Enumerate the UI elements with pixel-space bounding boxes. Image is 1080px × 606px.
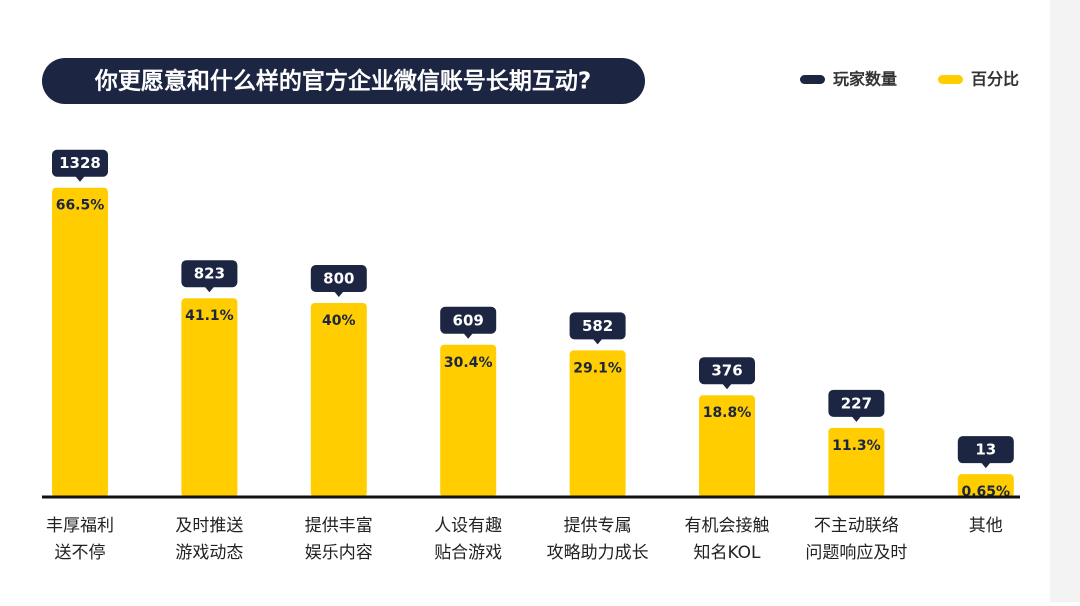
count-label: 609 (453, 311, 484, 329)
x-tick-label: 不主动联络 (814, 516, 899, 536)
count-callout (569, 312, 626, 340)
count-callout (957, 436, 1014, 464)
value-label: 18.8% (703, 405, 752, 421)
callout-pointer (204, 286, 215, 293)
legend-swatch (800, 75, 825, 84)
callout-pointer (463, 332, 474, 339)
count-callout (440, 306, 497, 334)
value-label: 40% (322, 313, 356, 329)
value-label: 30.4% (444, 355, 493, 371)
callout-pointer (851, 415, 862, 422)
bar (181, 298, 238, 497)
value-label: 11.3% (832, 438, 881, 454)
count-label: 376 (711, 362, 742, 380)
value-label: 29.1% (573, 360, 622, 376)
bar (440, 344, 497, 497)
legend-label: 玩家数量 (833, 70, 897, 89)
count-label: 227 (841, 394, 872, 412)
x-tick-label: 攻略助力成长 (547, 543, 649, 563)
x-tick-label: 及时推送 (175, 516, 243, 536)
bar (957, 474, 1014, 497)
x-tick-label: 游戏动态 (175, 543, 243, 563)
bar (310, 303, 367, 497)
x-tick-label: 娱乐内容 (305, 543, 373, 563)
x-tick-label: 丰厚福利 (46, 516, 114, 536)
callout-pointer (722, 383, 732, 390)
count-callout (828, 389, 885, 417)
bar (828, 427, 885, 497)
value-label: 41.1% (185, 308, 234, 324)
count-label: 13 (975, 441, 996, 459)
count-callout (52, 149, 108, 177)
count-callout (181, 260, 238, 288)
bar (569, 350, 626, 497)
x-tick-label: 知名KOL (693, 543, 761, 563)
chart-title: 你更愿意和什么样的官方企业微信账号长期互动? (94, 68, 591, 95)
x-tick-label: 贴合游戏 (434, 543, 502, 563)
count-label: 823 (194, 265, 225, 283)
side-strip (1050, 0, 1080, 602)
x-tick-label: 有机会接触 (685, 516, 770, 536)
legend-swatch (938, 75, 963, 84)
count-label: 1328 (59, 154, 101, 172)
x-tick-label: 问题响应及时 (805, 543, 907, 563)
bar (52, 187, 108, 497)
x-tick-label: 提供专属 (564, 516, 632, 536)
callout-pointer (75, 175, 85, 182)
value-label: 66.5% (56, 198, 105, 214)
legend-label: 百分比 (971, 70, 1019, 89)
x-tick-label: 送不停 (55, 543, 106, 563)
x-tick-label: 提供丰富 (305, 516, 373, 536)
count-callout (310, 265, 367, 292)
callout-pointer (592, 338, 603, 345)
callout-pointer (980, 462, 991, 469)
count-callout (699, 357, 755, 385)
count-label: 800 (323, 270, 354, 288)
x-tick-label: 其他 (969, 516, 1003, 536)
count-label: 582 (582, 317, 613, 335)
callout-pointer (333, 291, 344, 297)
bar (699, 395, 755, 497)
x-tick-label: 人设有趣 (434, 516, 502, 536)
title-pill (42, 58, 645, 104)
